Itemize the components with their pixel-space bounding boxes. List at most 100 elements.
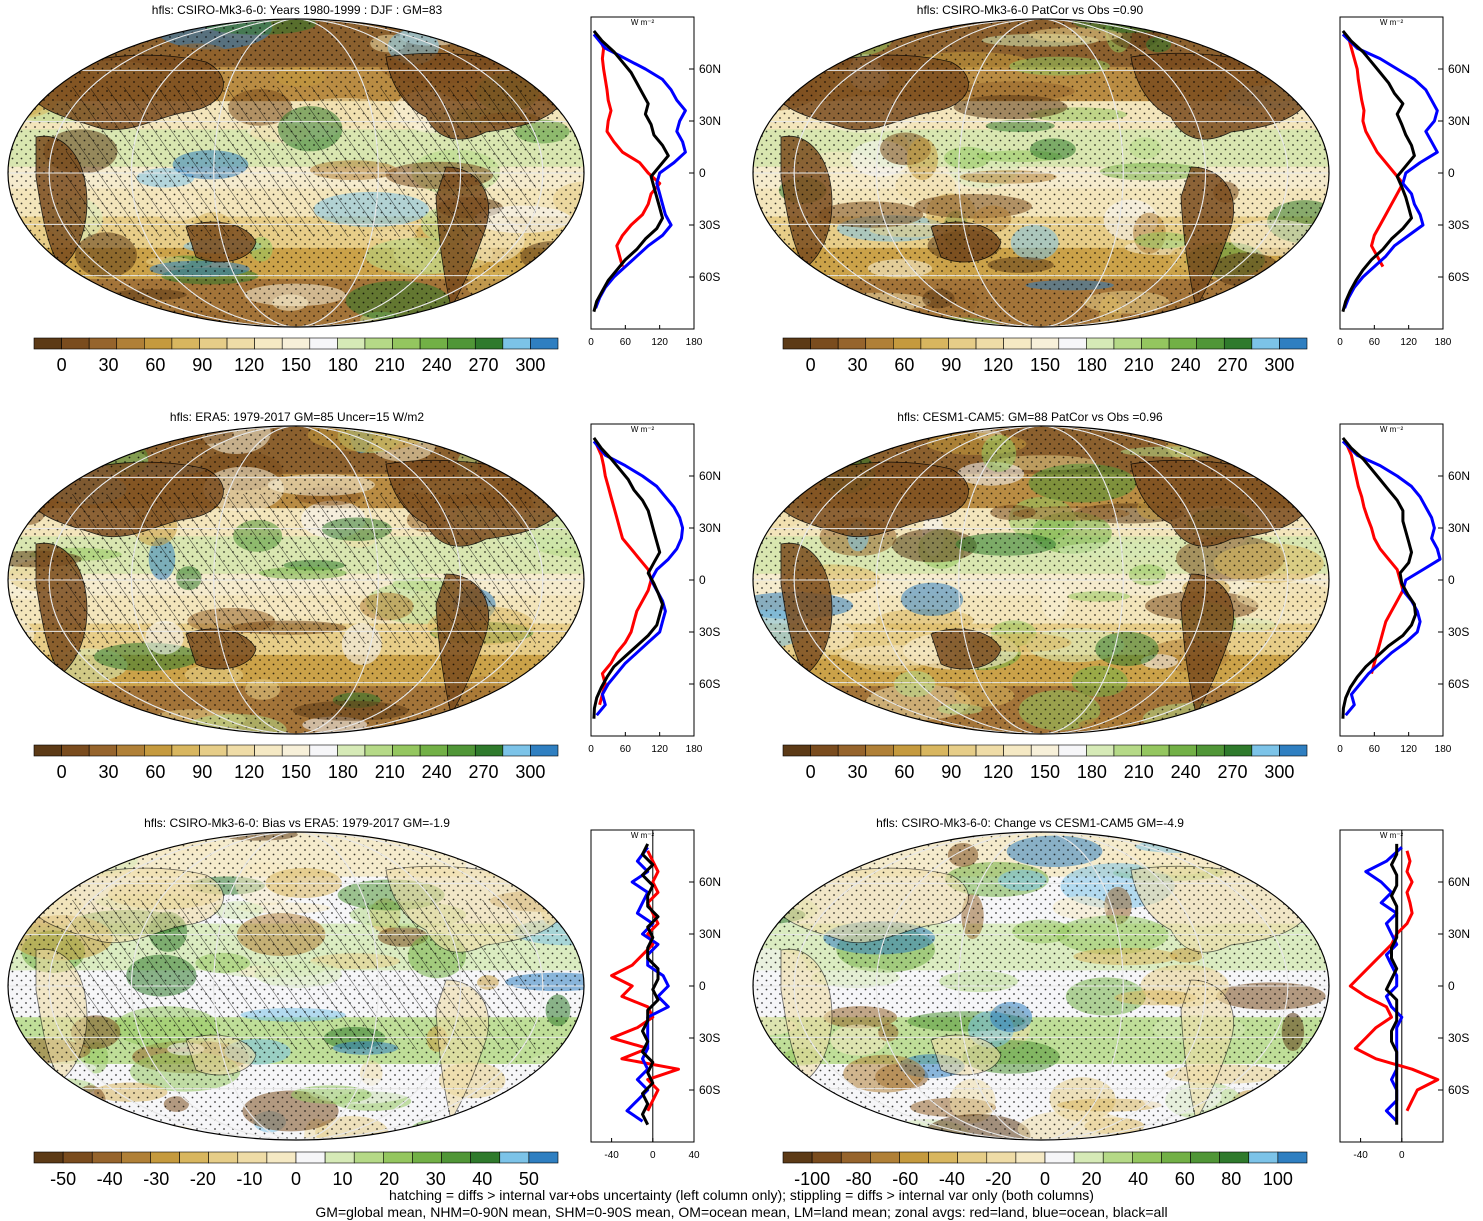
colorbar-swatch [116,337,145,350]
map-6 [752,831,1330,1141]
ytick-label: 0 [1448,573,1455,587]
colorbar-swatch [474,744,504,757]
panel-title: hfls: CESM1-CAM5: GM=88 PatCor vs Obs =0… [897,410,1163,424]
colorbar-swatch [281,337,311,350]
colorbar-swatch [948,744,977,757]
colorbar-swatch [412,1151,442,1164]
colorbar-swatch [811,1151,842,1164]
colorbar-swatch [1279,744,1308,757]
colorbar-swatch [171,337,200,350]
colorbar-swatch [1196,744,1225,757]
colorbar-label: 300 [515,762,545,782]
colorbar-swatch [33,337,62,350]
colorbar-swatch [1102,1151,1133,1164]
colorbar-label: 270 [469,762,499,782]
ytick-label: 60S [1448,677,1469,691]
colorbar-swatch [226,337,255,350]
series-all [641,843,660,1126]
colorbar-swatch [1161,1151,1191,1164]
colorbar-swatch [121,1151,151,1164]
colorbar-label: 300 [1264,762,1294,782]
colorbar-3: 0 30 60 90 120 150 180 210 240 270 300 [33,744,559,782]
ytick-label: 60N [699,469,721,483]
xtick-label: -40 [604,1150,619,1161]
ytick-label: 30N [1448,927,1470,941]
colorbar-label: 240 [1171,355,1201,375]
colorbar-label: 60 [894,355,914,375]
colorbar-label: 30 [426,1169,446,1189]
unit-label: W m⁻² [1380,831,1404,840]
zonal-mean-plot-1: W m⁻² 60N 30N 0 30S 60S 0 60 120 180 [588,16,721,348]
xtick-label: 0 [1399,1150,1405,1161]
ytick-label: 60N [699,875,721,889]
xtick-label: 180 [1435,744,1452,755]
colorbar-swatch [810,744,839,757]
colorbar-swatch [1223,337,1253,350]
colorbar-label: -50 [50,1169,76,1189]
xtick-label: 60 [620,337,632,348]
colorbar-swatch [948,337,977,350]
colorbar-label: 180 [1077,355,1107,375]
zonal-mean-plot-2: W m⁻² 60N 30N 0 30S 60S 0 60 120 180 [1337,16,1470,348]
ytick-label: 30N [1448,114,1470,128]
colorbar-label: 210 [375,355,405,375]
colorbar-swatch [1141,337,1170,350]
unit-label: W m⁻² [631,425,655,434]
colorbar-swatch [1058,744,1087,757]
xtick-label: 60 [1369,744,1381,755]
colorbar-swatch [1015,1151,1046,1164]
colorbar-swatch [928,1151,958,1164]
colorbar-label: 90 [941,355,961,375]
colorbar-label: 30 [98,355,118,375]
colorbar-swatch [179,1151,209,1164]
colorbar-swatch [837,744,867,757]
colorbar-label: 210 [1124,355,1154,375]
colorbar-swatch [1086,744,1115,757]
colorbar-swatch [1003,744,1032,757]
series-ocean [1364,846,1404,1123]
colorbar-label: 120 [234,355,264,375]
series-all [592,437,664,719]
colorbar-swatch [957,1151,988,1164]
colorbar-swatch [61,337,90,350]
colorbar-label: 180 [1077,762,1107,782]
colorbar-swatch [1086,337,1115,350]
colorbar-swatch [782,337,811,350]
colorbar-label: 180 [328,762,358,782]
colorbar-5: -50 -40 -30 -20 -10 0 10 20 30 40 50 [33,1151,559,1189]
colorbar-label: 10 [333,1169,353,1189]
colorbar-swatch [530,337,559,350]
colorbar-label: 240 [422,762,452,782]
series-ocean [1341,440,1442,717]
colorbar-swatch [1248,1151,1279,1164]
ytick-label: 0 [1448,166,1455,180]
colorbar-swatch [226,744,255,757]
colorbar-swatch [33,1151,64,1164]
colorbar-swatch [502,337,531,350]
colorbar-4: 0 30 60 90 120 150 180 210 240 270 300 [782,744,1308,782]
ytick-label: 60N [1448,875,1470,889]
colorbar-2: 0 30 60 90 120 150 180 210 240 270 300 [782,337,1308,375]
ytick-label: 30N [699,521,721,535]
colorbar-swatch [810,337,839,350]
colorbar-swatch [975,337,1004,350]
series-land [598,37,662,268]
colorbar-swatch [254,744,283,757]
zonal-mean-plot-3: W m⁻² 60N 30N 0 30S 60S 0 60 120 180 [588,423,721,755]
ytick-label: 30N [699,114,721,128]
colorbar-swatch [920,337,949,350]
colorbar-swatch [474,337,504,350]
colorbar-swatch [1251,337,1280,350]
colorbar-swatch [364,744,393,757]
panel-title: hfls: ERA5: 1979-2017 GM=85 Uncer=15 W/m… [169,410,425,424]
colorbar-swatch [1113,337,1142,350]
colorbar-swatch [199,744,228,757]
map-1 [7,18,585,328]
colorbar-swatch [88,744,118,757]
colorbar-swatch [383,1151,413,1164]
colorbar-label: -20 [985,1169,1011,1189]
colorbar-swatch [530,744,559,757]
map-3 [7,425,585,735]
colorbar-swatch [899,1151,929,1164]
colorbar-swatch [254,337,283,350]
